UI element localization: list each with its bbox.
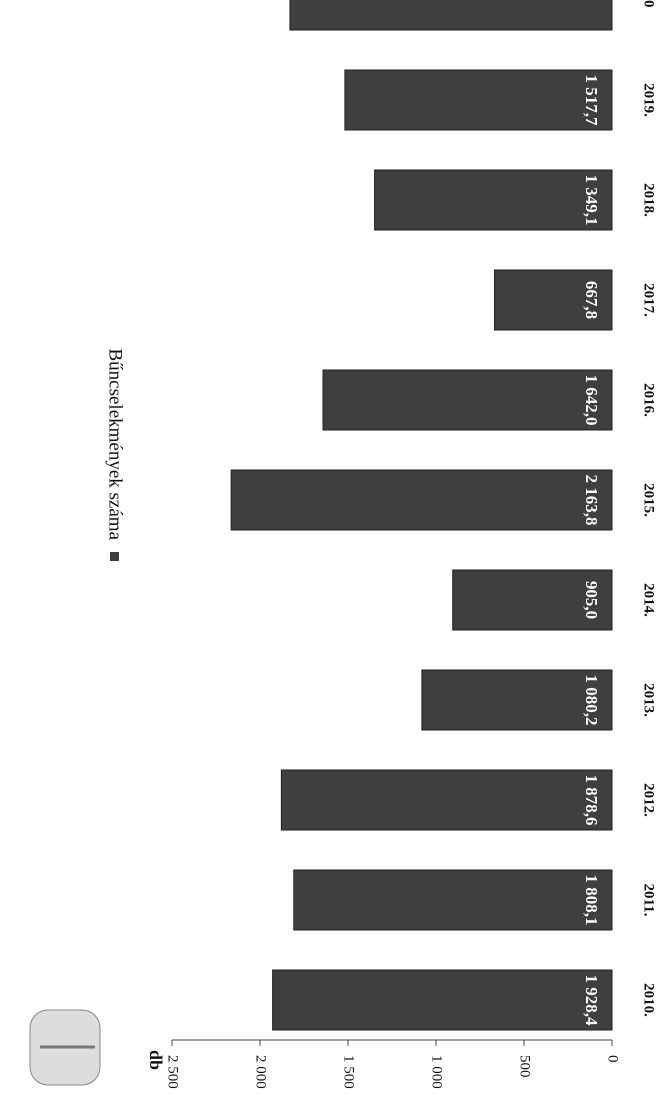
tick-label: 2 000 [253, 1055, 269, 1089]
category-label: 2018. [641, 183, 657, 217]
category-label: 2014. [641, 583, 657, 617]
value-label: 1 928,4 [582, 975, 601, 1027]
bar [289, 0, 613, 31]
category-label: 2010. [641, 983, 657, 1017]
category-label: 20 [641, 0, 657, 8]
value-label: 905,0 [582, 581, 601, 619]
bar [493, 269, 613, 331]
bar [421, 669, 613, 731]
bar [230, 469, 613, 531]
bar [293, 869, 613, 931]
value-label: 1 642,0 [582, 375, 601, 426]
value-label: 1 349,1 [582, 175, 601, 226]
bar [452, 569, 613, 631]
logo [29, 1009, 101, 1086]
category-label: 2015. [641, 483, 657, 517]
value-label: 2 163,8 [582, 475, 601, 526]
value-label: 667,8 [582, 281, 601, 319]
tick-label: 500 [517, 1055, 533, 1078]
value-label: 1 517,7 [582, 75, 601, 127]
bar [280, 769, 613, 831]
legend-swatch [110, 552, 119, 561]
legend-label: Bűncselekmények száma [105, 348, 126, 540]
category-label: 2011. [641, 884, 657, 917]
category-label: 2019. [641, 83, 657, 117]
tick-label: 0 [605, 1055, 621, 1063]
bar [322, 369, 613, 431]
value-label: 1 878,6 [582, 775, 601, 826]
value-label: 1 080,2 [582, 675, 601, 726]
bar [272, 969, 613, 1031]
tick-label: 2 500 [165, 1055, 181, 1089]
category-label: 2013. [641, 683, 657, 717]
bar [344, 69, 613, 131]
bar [374, 169, 613, 231]
axis-label: db [146, 1050, 166, 1070]
tick-label: 1 000 [429, 1055, 445, 1089]
category-label: 2012. [641, 783, 657, 817]
category-label: 2016. [641, 383, 657, 417]
value-label: 1 808,1 [582, 875, 601, 926]
tick-label: 1 500 [341, 1055, 357, 1089]
category-label: 2017. [641, 283, 657, 317]
